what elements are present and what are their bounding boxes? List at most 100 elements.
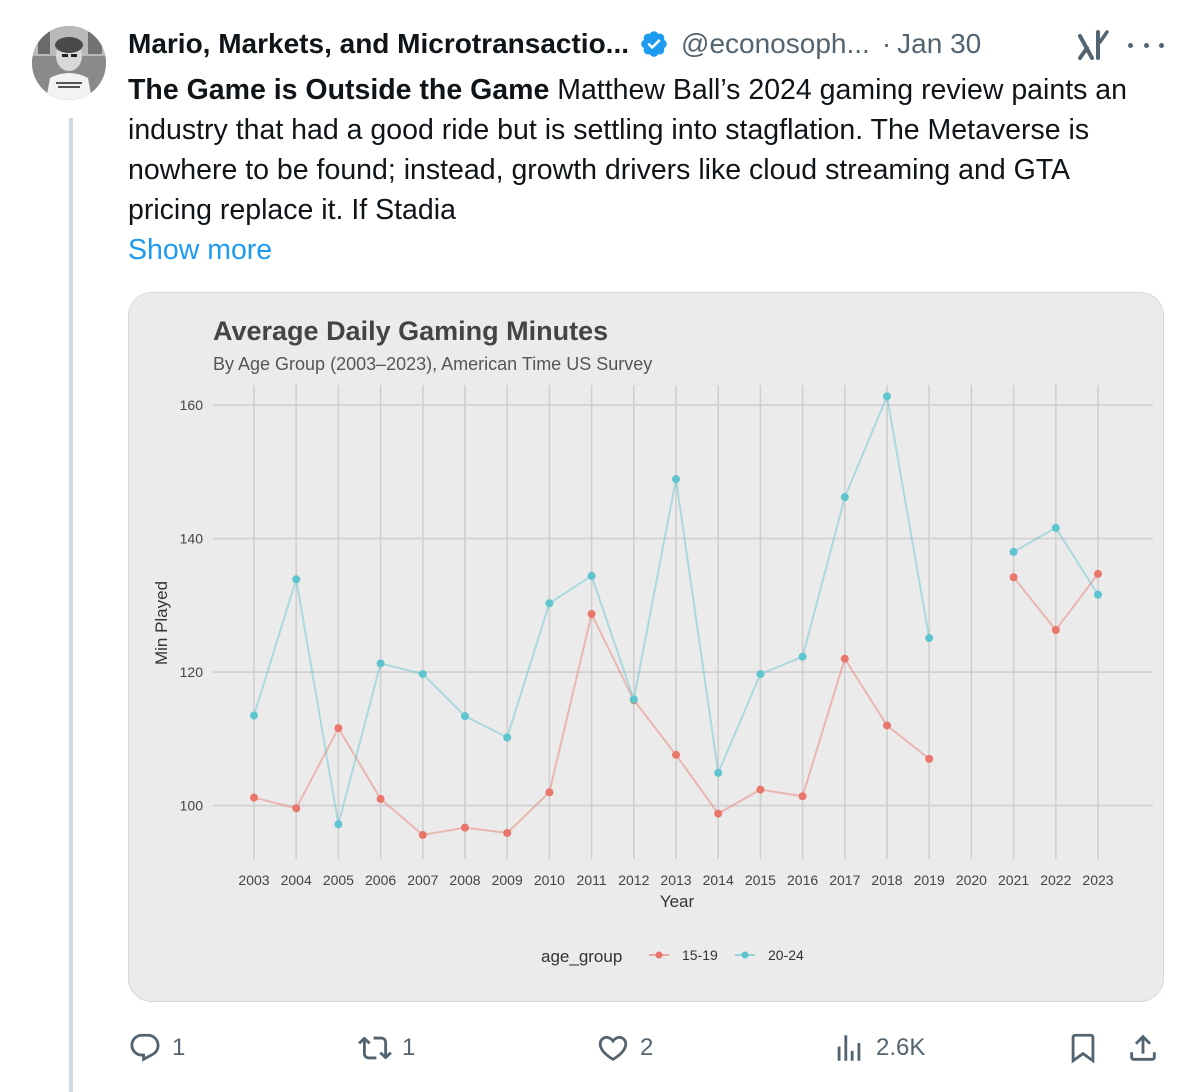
avatar-image (32, 26, 106, 100)
data-point-15-19 (461, 823, 469, 832)
reply-icon (130, 1033, 160, 1062)
views-button[interactable]: 2.6K (832, 1028, 925, 1068)
x-tick-label: 2010 (534, 872, 565, 888)
data-point-15-19 (714, 809, 723, 818)
data-point-20-24 (925, 634, 934, 643)
data-point-15-19 (1051, 626, 1060, 635)
x-tick-label: 2016 (787, 872, 818, 888)
data-point-20-24 (1009, 547, 1018, 556)
separator-dot: · (881, 28, 892, 59)
data-point-15-19 (798, 792, 807, 801)
data-point-15-19 (334, 724, 343, 733)
share-button[interactable] (1126, 1028, 1160, 1068)
data-point-20-24 (545, 599, 554, 608)
x-tick-label: 2005 (323, 872, 354, 888)
data-point-15-19 (1009, 573, 1018, 582)
y-axis-label: Min Played (152, 581, 171, 665)
x-tick-label: 2013 (660, 872, 691, 888)
x-tick-label: 2017 (829, 872, 860, 888)
tweet-bold-title: The Game is Outside the Game (128, 74, 550, 106)
x-tick-label: 2009 (492, 872, 523, 888)
user-handle[interactable]: @econosoph... (681, 28, 870, 59)
x-tick-label: 2003 (238, 872, 269, 888)
legend-key-point-20-24 (741, 951, 749, 959)
data-point-15-19 (883, 721, 891, 730)
legend-key-point-15-19 (655, 951, 663, 959)
x-axis-label: Year (660, 892, 695, 911)
x-tick-label: 2015 (745, 872, 776, 888)
x-tick-label: 2020 (956, 872, 987, 888)
x-tick-label: 2004 (281, 872, 312, 888)
data-point-20-24 (1051, 523, 1060, 532)
data-point-20-24 (756, 670, 765, 679)
display-name[interactable]: Mario, Markets, and Microtransactio... (128, 28, 630, 59)
legend-title: age_group (541, 947, 622, 966)
legend-label-15-19: 15-19 (682, 947, 718, 963)
x-tick-label: 2018 (871, 872, 902, 888)
data-point-20-24 (334, 820, 343, 829)
chart-legend: age_group 15-19 20-24 (541, 947, 804, 966)
y-tick-label: 140 (180, 531, 204, 547)
data-point-15-19 (545, 788, 554, 797)
more-options-icon[interactable] (1128, 30, 1164, 60)
data-point-20-24 (587, 571, 596, 580)
retweet-button[interactable]: 1 (358, 1028, 415, 1068)
verified-badge-icon (641, 31, 667, 57)
chart-svg: Average Daily Gaming Minutes By Age Grou… (129, 293, 1163, 1001)
x-tick-label: 2014 (703, 872, 734, 888)
views-chart-icon (837, 1035, 861, 1061)
data-point-20-24 (714, 768, 723, 777)
data-point-20-24 (629, 695, 638, 704)
x-tick-label: 2023 (1082, 872, 1113, 888)
tweet-media-chart[interactable]: Average Daily Gaming Minutes By Age Grou… (128, 292, 1164, 1002)
data-point-20-24 (883, 392, 891, 401)
reply-count: 1 (172, 1034, 186, 1061)
x-tick-label: 2007 (407, 872, 438, 888)
action-bar: 1 1 2 2.6K (128, 1028, 1164, 1068)
like-button[interactable]: 2 (596, 1028, 653, 1068)
data-point-15-19 (250, 793, 258, 802)
x-tick-label: 2012 (618, 872, 649, 888)
x-tick-label: 2022 (1040, 872, 1071, 888)
share-icon (1130, 1034, 1156, 1061)
chart-title: Average Daily Gaming Minutes (213, 316, 608, 346)
tweet-date[interactable]: Jan 30 (897, 28, 982, 59)
data-point-15-19 (840, 654, 849, 663)
data-point-15-19 (292, 804, 301, 813)
retweet-count: 1 (402, 1034, 416, 1061)
avatar[interactable] (32, 26, 106, 100)
show-more-link[interactable]: Show more (128, 234, 273, 266)
x-tick-label: 2008 (449, 872, 480, 888)
data-point-15-19 (672, 750, 680, 759)
data-point-15-19 (1094, 569, 1102, 578)
x-tick-label: 2006 (365, 872, 396, 888)
bookmark-button[interactable] (1066, 1028, 1100, 1068)
heart-icon (598, 1035, 628, 1061)
tweet-body: The Game is Outside the Game Matthew Bal… (128, 70, 1148, 230)
like-count: 2 (640, 1034, 654, 1061)
data-point-15-19 (756, 785, 765, 794)
tweet-header: Mario, Markets, and Microtransactio... @… (128, 24, 981, 64)
data-point-20-24 (376, 659, 385, 668)
data-point-15-19 (376, 794, 385, 803)
reply-button[interactable]: 1 (128, 1028, 185, 1068)
data-point-20-24 (250, 711, 258, 720)
data-point-15-19 (587, 609, 596, 618)
views-count: 2.6K (876, 1034, 926, 1061)
retweet-icon (358, 1036, 392, 1060)
y-tick-label: 120 (180, 664, 204, 680)
data-point-20-24 (292, 575, 301, 584)
x-tick-label: 2021 (998, 872, 1029, 888)
data-point-20-24 (1094, 590, 1102, 599)
data-point-20-24 (461, 712, 469, 721)
y-tick-label: 160 (180, 397, 204, 413)
chart-background (129, 293, 1163, 1001)
chart-axes: 100 120 140 160 2003 2004 2005 2006 2007 2008 2009… (180, 397, 1114, 888)
data-point-15-19 (503, 828, 512, 837)
data-point-20-24 (840, 493, 849, 502)
chart-points (250, 392, 1102, 839)
bookmark-icon (1071, 1033, 1095, 1064)
data-point-20-24 (503, 733, 512, 742)
data-point-20-24 (798, 652, 807, 661)
grok-icon[interactable] (1076, 28, 1110, 62)
